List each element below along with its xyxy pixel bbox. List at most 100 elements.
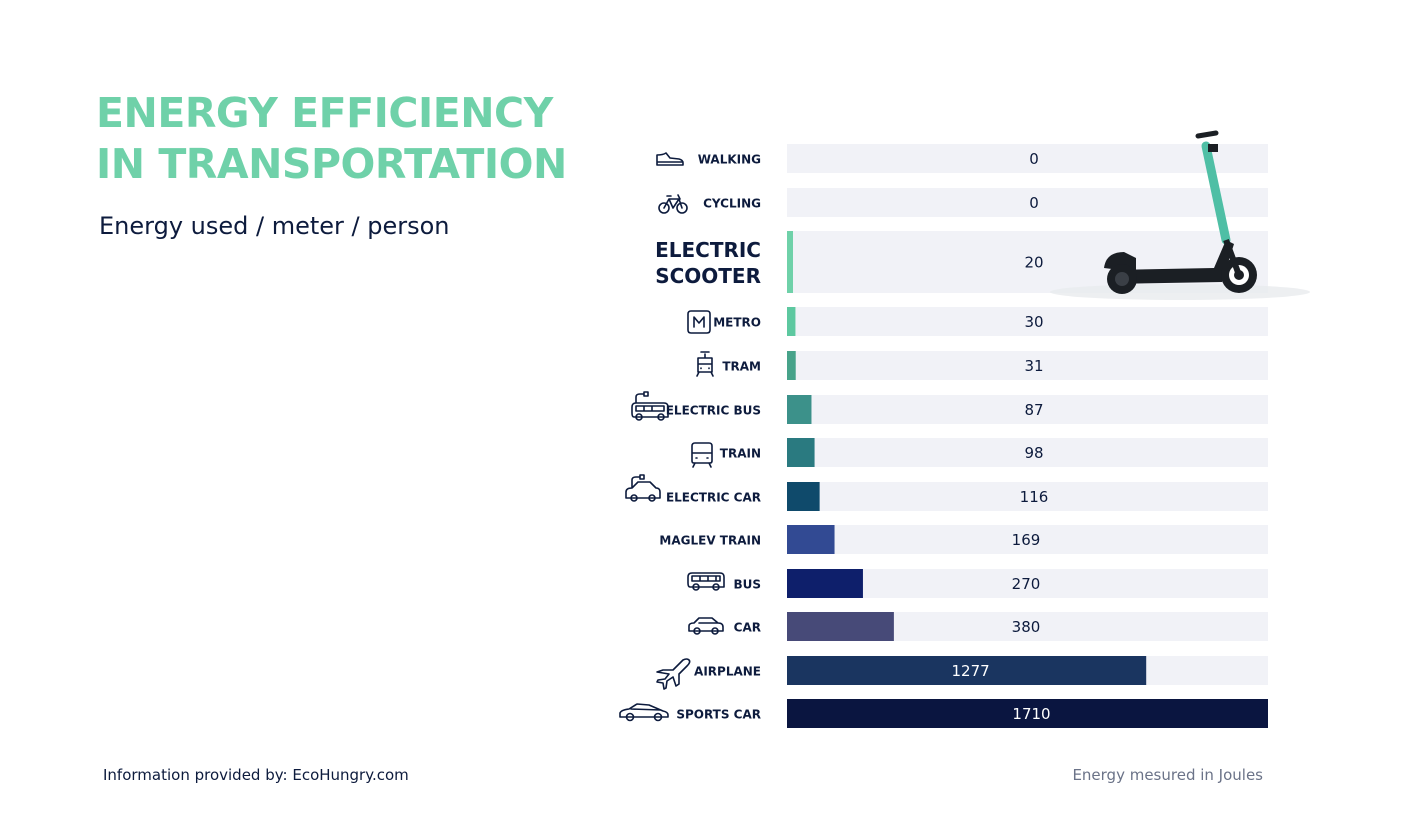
- category-label: ELECTRIC SCOOTER: [655, 238, 761, 288]
- bar-row: 1710 SPORTS CAR: [619, 699, 1268, 728]
- bicycle-icon: [658, 194, 688, 214]
- chart-title: ENERGY EFFICIENCY IN TRANSPORTATION: [96, 88, 567, 190]
- category-label-line: ELECTRIC BUS: [666, 404, 761, 418]
- sports-car-icon: [619, 703, 669, 722]
- category-label-line: MAGLEV TRAIN: [659, 534, 761, 548]
- category-label: ELECTRIC CAR: [666, 491, 761, 505]
- bar-track: [787, 482, 1268, 511]
- bar: [787, 525, 835, 554]
- source-credit: Information provided by: EcoHungry.com: [103, 766, 409, 784]
- value-label: 31: [1024, 357, 1043, 375]
- bar: [787, 395, 812, 424]
- category-label-line: AIRPLANE: [694, 665, 761, 679]
- bar-row: 31 TRAM: [696, 351, 1268, 380]
- scooter-handlebar: [1195, 130, 1219, 139]
- scooter-shadow: [1050, 284, 1310, 300]
- category-label: ELECTRIC BUS: [666, 404, 761, 418]
- value-label: 87: [1024, 401, 1043, 419]
- bar: [787, 656, 1147, 685]
- tram-icon: [696, 351, 714, 377]
- bar-row: 0 CYCLING: [658, 188, 1268, 217]
- category-label: METRO: [713, 316, 761, 330]
- category-label-line: ELECTRIC: [655, 238, 761, 262]
- value-label: 270: [1012, 575, 1041, 593]
- bar-track: [787, 231, 1268, 293]
- bar-row: 270 BUS: [687, 569, 1268, 598]
- category-label: CYCLING: [703, 197, 761, 211]
- bar: [787, 231, 793, 293]
- chart-subtitle: Energy used / meter / person: [99, 212, 450, 240]
- bar-track: [787, 188, 1268, 217]
- bar-row: 116 ELECTRIC CAR: [625, 474, 1268, 511]
- category-label: SPORTS CAR: [676, 708, 761, 722]
- bus-icon: [687, 572, 725, 591]
- bar-track: [787, 307, 1268, 336]
- bar: [787, 307, 796, 336]
- value-label: 380: [1012, 618, 1041, 636]
- category-label: TRAIN: [720, 447, 761, 461]
- bar: [787, 569, 863, 598]
- category-label: MAGLEV TRAIN: [659, 534, 761, 548]
- bar-track: [787, 144, 1268, 173]
- category-label-line: CAR: [734, 621, 761, 635]
- bar: [787, 612, 894, 641]
- category-label: BUS: [733, 578, 761, 592]
- car-icon: [688, 617, 724, 635]
- category-label-line: SPORTS CAR: [676, 708, 761, 722]
- bar-row: 20 ELECTRIC SCOOTER: [655, 231, 1268, 293]
- electric-bus-icon: [631, 391, 669, 421]
- train-icon: [691, 442, 713, 468]
- category-label-line: ELECTRIC CAR: [666, 491, 761, 505]
- bar-row: 169 MAGLEV TRAIN: [659, 525, 1268, 554]
- value-label: 116: [1020, 488, 1049, 506]
- category-label-line: SCOOTER: [655, 264, 761, 288]
- bar-track: [787, 438, 1268, 467]
- category-label-line: TRAM: [722, 360, 761, 374]
- title-line-2: IN TRANSPORTATION: [96, 140, 567, 188]
- bar: [787, 351, 796, 380]
- bar-track: [787, 569, 1268, 598]
- shoe-icon: [656, 152, 684, 166]
- bar-track: [787, 351, 1268, 380]
- scooter-fork: [1223, 238, 1242, 277]
- value-label: 169: [1012, 531, 1041, 549]
- bar-row: 98 TRAIN: [691, 438, 1268, 468]
- scooter-rear-hub: [1115, 272, 1129, 286]
- electric-car-icon: [625, 474, 661, 502]
- category-label-line: CYCLING: [703, 197, 761, 211]
- category-label-line: TRAIN: [720, 447, 761, 461]
- value-label: 1277: [952, 662, 990, 680]
- title-line-1: ENERGY EFFICIENCY: [96, 89, 553, 137]
- bar: [787, 482, 820, 511]
- bar-track: [787, 525, 1268, 554]
- scooter-illustration: [1050, 130, 1310, 300]
- category-label-line: WALKING: [698, 153, 761, 167]
- value-label: 20: [1024, 254, 1043, 272]
- category-label: WALKING: [698, 153, 761, 167]
- scooter-stem: [1201, 141, 1231, 245]
- category-label: CAR: [734, 621, 761, 635]
- scooter-clamp: [1208, 144, 1218, 152]
- scooter-deck: [1110, 240, 1234, 284]
- category-label-line: METRO: [713, 316, 761, 330]
- unit-note: Energy mesured in Joules: [1072, 766, 1263, 784]
- airplane-icon: [656, 658, 691, 690]
- bar-row: 87 ELECTRIC BUS: [631, 391, 1268, 424]
- value-label: 0: [1029, 194, 1039, 212]
- bar-row: 30 METRO: [687, 307, 1268, 336]
- bar: [787, 699, 1268, 728]
- value-label: 98: [1024, 444, 1043, 462]
- category-label: AIRPLANE: [694, 665, 761, 679]
- category-label-line: BUS: [733, 578, 761, 592]
- metro-icon: [687, 310, 711, 334]
- value-label: 0: [1029, 150, 1039, 168]
- bar-row: 0 WALKING: [656, 144, 1268, 173]
- category-label: TRAM: [722, 360, 761, 374]
- bar-track: [787, 395, 1268, 424]
- value-label: 1710: [1012, 705, 1050, 723]
- bar-row: 380 CAR: [688, 612, 1268, 641]
- value-label: 30: [1024, 313, 1043, 331]
- bar: [787, 438, 815, 467]
- bar-row: 1277 AIRPLANE: [656, 656, 1268, 690]
